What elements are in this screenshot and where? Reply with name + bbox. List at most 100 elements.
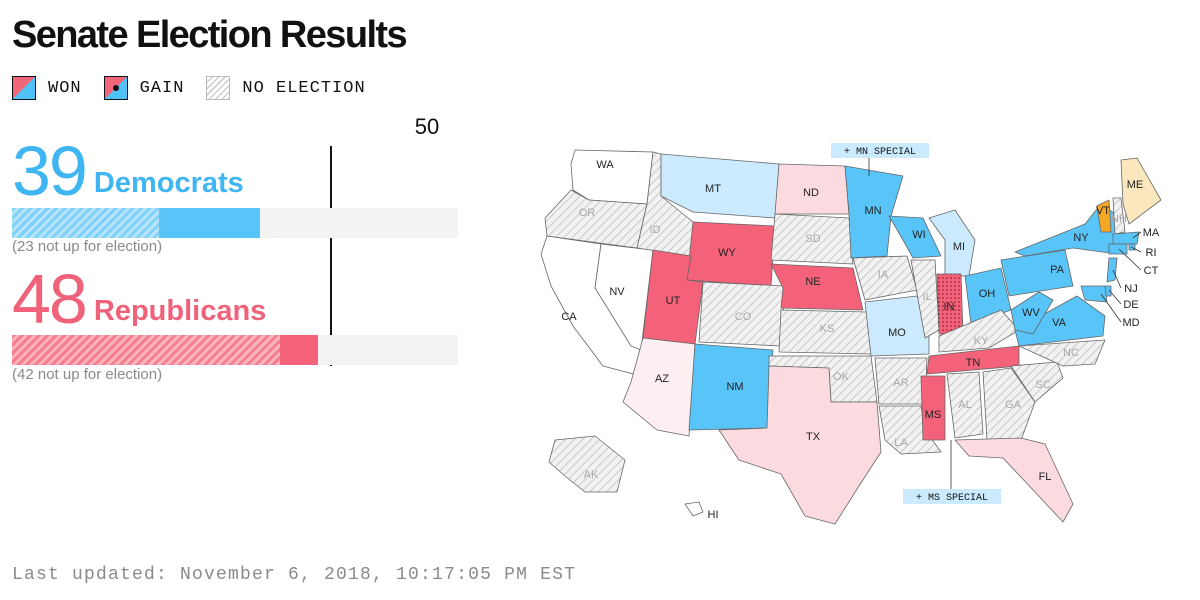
state-label-il: IL <box>922 291 931 303</box>
state-label-mt: MT <box>705 183 721 195</box>
state-label-ak: AK <box>584 469 599 481</box>
state-la <box>878 405 942 455</box>
state-leader-ct <box>1118 248 1142 271</box>
state-label-tn: TN <box>966 357 981 369</box>
state-fl <box>954 437 1074 523</box>
state-vt <box>1096 199 1112 233</box>
legend: WON GAIN NO ELECTION <box>12 76 388 100</box>
state-mt <box>660 153 780 219</box>
legend-no-election-label: NO ELECTION <box>242 78 366 98</box>
democrats-row: 39 Democrats <box>12 136 244 206</box>
state-label-ok: OK <box>833 371 850 383</box>
state-leader-de <box>1108 289 1122 305</box>
state-label-az: AZ <box>655 373 669 385</box>
state-nj <box>1106 257 1118 283</box>
state-label-mo: MO <box>888 327 906 339</box>
no-election-swatch-icon <box>206 76 231 100</box>
state-label-sd: SD <box>805 233 820 245</box>
state-label-nd: ND <box>803 187 819 199</box>
state-label-ny: NY <box>1073 232 1089 244</box>
state-leader-nj <box>1112 269 1122 289</box>
state-al <box>946 371 984 439</box>
state-me <box>1120 157 1162 225</box>
state-label-sc: SC <box>1035 379 1050 391</box>
state-nh <box>1112 197 1126 235</box>
state-label-oh: OH <box>979 288 996 300</box>
state-mn <box>844 165 904 259</box>
gain-swatch-icon <box>103 76 128 100</box>
state-label-ri: RI <box>1146 247 1157 259</box>
democrats-won-bar <box>158 208 261 238</box>
state-label-ne: NE <box>805 276 820 288</box>
state-leader-ri <box>1130 246 1142 253</box>
state-ga <box>982 367 1036 441</box>
state-sc <box>1010 361 1064 403</box>
state-label-id: ID <box>650 224 661 236</box>
democrats-label: Democrats <box>93 167 244 199</box>
state-ak <box>548 435 626 493</box>
state-label-mn: MN <box>864 205 881 217</box>
state-label-ms: MS <box>925 409 942 421</box>
republicans-label: Republicans <box>93 295 267 327</box>
state-label-vt: VT <box>1096 205 1110 217</box>
democrats-seat-count: 39 <box>12 132 88 210</box>
state-label-md: MD <box>1122 317 1139 329</box>
democrats-not-up-bar <box>12 208 159 238</box>
state-label-me: ME <box>1127 179 1144 191</box>
state-label-pa: PA <box>1050 264 1065 276</box>
state-label-ks: KS <box>820 323 835 335</box>
legend-item-no-election: NO ELECTION <box>206 76 365 100</box>
state-label-ky: KY <box>974 335 989 347</box>
state-leader-md <box>1100 293 1122 323</box>
state-label-ar: AR <box>893 377 908 389</box>
us-senate-map: WA OR CA NV ID MT WY UT AZ CO NM ND SD NE KS OK TX MN IA MO… <box>540 143 1162 525</box>
state-pa <box>1000 249 1074 297</box>
state-label-ct: CT <box>1144 265 1159 277</box>
state-label-ga: GA <box>1005 399 1022 411</box>
state-label-nj: NJ <box>1124 283 1137 295</box>
state-label-wy: WY <box>718 247 736 259</box>
state-label-or: OR <box>579 207 596 219</box>
state-label-ia: IA <box>878 269 889 281</box>
state-ma <box>1112 231 1140 245</box>
state-label-wi: WI <box>912 229 925 241</box>
state-label-de: DE <box>1123 299 1138 311</box>
legend-won-label: WON <box>48 78 82 98</box>
state-label-mi: MI <box>953 241 965 253</box>
state-ms <box>920 375 946 441</box>
republicans-not-up-bar <box>12 335 280 365</box>
state-label-al: AL <box>958 399 971 411</box>
legend-item-won: WON <box>12 76 82 100</box>
ms-special-label: + MS SPECIAL <box>916 493 988 504</box>
republicans-row: 48 Republicans <box>12 264 266 334</box>
state-label-co: CO <box>735 311 752 323</box>
state-label-fl: FL <box>1039 471 1052 483</box>
state-label-nv: NV <box>609 286 625 298</box>
state-label-nc: NC <box>1063 347 1079 359</box>
state-label-nh: NH <box>1111 213 1127 225</box>
state-label-hi: HI <box>708 509 719 521</box>
page-title: Senate Election Results <box>12 14 408 56</box>
majority-line <box>329 146 332 366</box>
state-hi <box>684 501 704 517</box>
state-label-wa: WA <box>596 159 614 171</box>
state-label-ca: CA <box>561 311 577 323</box>
state-ky <box>938 309 1020 353</box>
state-wi <box>888 215 942 259</box>
state-md <box>1080 285 1108 303</box>
state-sd <box>770 213 854 265</box>
state-ne <box>770 263 864 311</box>
mn-special-label-box <box>831 143 929 158</box>
legend-gain-label: GAIN <box>139 78 185 98</box>
state-va <box>1014 295 1106 347</box>
state-wv <box>1010 291 1054 335</box>
republicans-note: (42 not up for election) <box>12 366 163 383</box>
state-label-nm: NM <box>726 381 743 393</box>
state-ri <box>1128 243 1136 251</box>
state-label-ut: UT <box>666 295 681 307</box>
last-updated: Last updated: November 6, 2018, 10:17:05… <box>12 565 577 585</box>
republicans-bar <box>12 335 458 365</box>
majority-label: 50 <box>414 114 440 139</box>
legend-item-gain: GAIN <box>103 76 185 100</box>
state-ct <box>1108 243 1128 255</box>
